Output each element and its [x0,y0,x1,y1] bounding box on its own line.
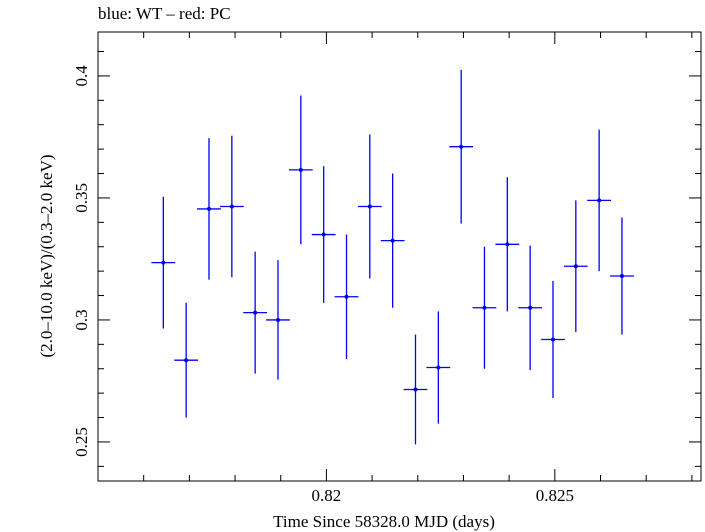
data-point [597,198,602,203]
data-point [184,358,189,363]
data-point [390,238,395,243]
y-tick-label: 0.35 [72,183,91,213]
y-tick-label: 0.4 [72,65,91,87]
data-point [207,206,212,211]
data-point [436,365,441,370]
data-point [528,305,533,310]
y-axis-label: (2.0–10.0 keV)/(0.3–2.0 keV) [37,154,56,357]
tick-labels: 0.82 0.825 0.25 0.3 0.35 0.4 [72,65,574,505]
data-point [505,242,510,247]
x-tick-label: 0.82 [312,486,342,505]
chart-title: blue: WT – red: PC [98,4,231,23]
axis-ticks [97,32,701,481]
x-axis-label: Time Since 58328.0 MJD (days) [273,512,495,531]
data-point [482,305,487,310]
data-point [550,337,555,342]
y-tick-label: 0.3 [72,309,91,330]
data-point [161,260,166,265]
data-point [619,274,624,279]
data-point [275,317,280,322]
data-point [321,232,326,237]
data-point [459,144,464,149]
data-point [573,264,578,269]
x-tick-label: 0.825 [536,486,574,505]
y-tick-label: 0.25 [72,427,91,457]
plot-frame [97,31,702,482]
data-points [151,69,634,445]
data-point [367,204,372,209]
data-point [413,387,418,392]
data-point [344,294,349,299]
data-point [298,167,303,172]
data-point [229,204,234,209]
data-point [253,310,258,315]
